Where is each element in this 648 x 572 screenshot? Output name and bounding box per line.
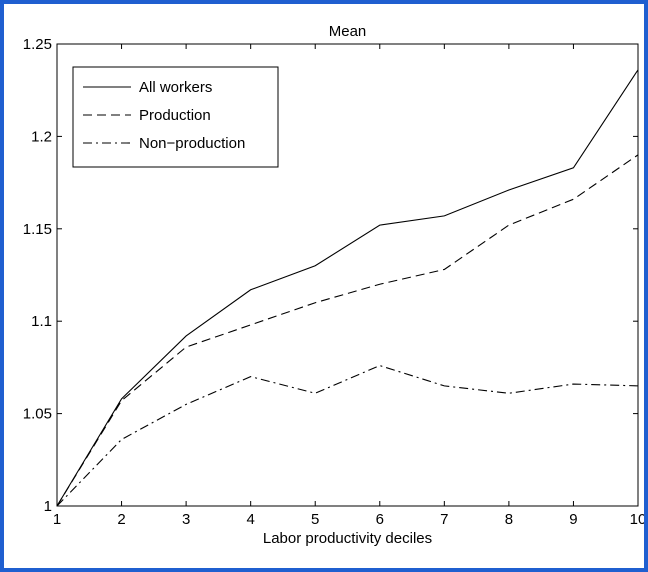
series-line-solid	[56, 69, 639, 507]
legend-box	[72, 66, 279, 168]
y-tick-label: 1.2	[31, 128, 52, 145]
x-axis-label: Labor productivity deciles	[263, 530, 432, 547]
legend-label: Non−production	[139, 135, 245, 152]
y-tick-label: 1.1	[31, 313, 52, 330]
chart-title: Mean	[329, 23, 367, 40]
legend-label: Production	[139, 107, 211, 124]
y-tick-label: 1	[44, 498, 52, 515]
x-tick-label: 4	[246, 511, 254, 528]
legend-label: All workers	[139, 79, 212, 96]
y-tick-label: 1.05	[23, 406, 52, 423]
x-axis: 1 2 3 4 5 6 7 8 9 10	[53, 44, 644, 528]
x-tick-label: 7	[440, 511, 448, 528]
series-line-dashdot	[56, 364, 639, 507]
series-line-dashed	[56, 154, 639, 507]
x-tick-label: 1	[53, 511, 61, 528]
line-chart: Mean 1 1.05 1.1 1.15 1.2 1.25 1 2 3 4 5 6 7 8 9 10 Lab…	[23, 23, 644, 547]
x-tick-label: 3	[182, 511, 190, 528]
y-axis: 1 1.05 1.1 1.15 1.2 1.25	[23, 36, 638, 515]
x-tick-label: 9	[569, 511, 577, 528]
x-tick-label: 8	[505, 511, 513, 528]
series-lines	[56, 69, 639, 507]
y-tick-label: 1.15	[23, 221, 52, 238]
x-tick-label: 6	[376, 511, 384, 528]
x-tick-label: 10	[630, 511, 644, 528]
y-tick-label: 1.25	[23, 36, 52, 53]
x-tick-label: 5	[311, 511, 319, 528]
x-tick-label: 2	[117, 511, 125, 528]
legend: All workers Production Non−production	[72, 66, 279, 168]
